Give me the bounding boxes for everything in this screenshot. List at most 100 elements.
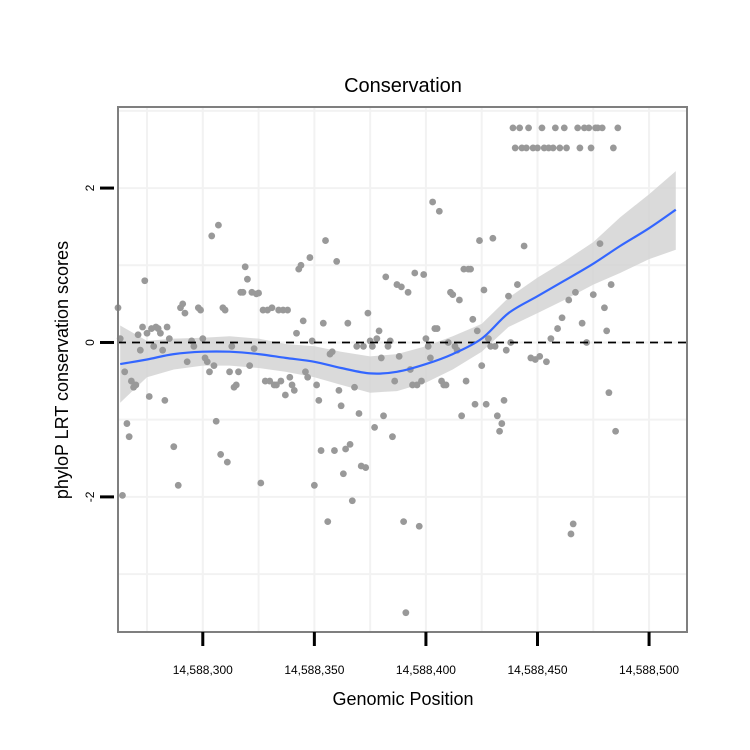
data-point (574, 124, 582, 132)
x-tick-label: 14,588,500 (619, 663, 679, 677)
data-point (319, 319, 327, 327)
data-point (536, 352, 544, 360)
data-point (491, 342, 499, 350)
y-axis-ticks: -2 0 2 (83, 184, 114, 502)
data-point (134, 331, 142, 339)
x-tick-label: 14,588,300 (173, 663, 233, 677)
data-point (473, 327, 481, 335)
data-point (413, 381, 421, 389)
data-point (170, 443, 178, 451)
data-point (217, 451, 225, 458)
data-point (150, 342, 158, 350)
data-point (485, 335, 492, 343)
data-point (288, 381, 296, 389)
data-point (136, 346, 144, 354)
data-point (239, 288, 247, 296)
data-point (179, 300, 187, 308)
data-point (603, 327, 611, 335)
data-point (299, 317, 307, 325)
y-tick-label: -2 (83, 491, 97, 502)
data-point (426, 354, 434, 362)
data-point (139, 323, 146, 331)
data-point (197, 306, 204, 314)
data-point (190, 342, 198, 350)
data-point (331, 447, 338, 454)
data-point (241, 263, 249, 271)
data-point (576, 144, 584, 152)
data-point (482, 400, 490, 408)
data-point (348, 497, 356, 505)
data-point (462, 377, 470, 385)
data-point (415, 522, 423, 530)
data-point (183, 358, 191, 366)
data-point (212, 417, 220, 425)
data-point (418, 377, 425, 385)
data-point (337, 402, 345, 410)
data-point (302, 368, 309, 376)
data-point (208, 232, 216, 240)
data-point (257, 479, 265, 487)
data-point (277, 377, 285, 385)
data-point (255, 289, 262, 297)
data-point (587, 144, 595, 152)
data-point (391, 377, 399, 385)
data-point (223, 458, 231, 466)
confidence-band (120, 171, 676, 403)
data-point (402, 609, 410, 617)
data-point (368, 342, 376, 350)
data-point (612, 427, 619, 435)
data-point (246, 362, 254, 370)
data-point (516, 124, 524, 132)
x-tick-label: 14,588,400 (396, 663, 456, 677)
data-point (273, 381, 280, 389)
data-point (322, 237, 329, 244)
data-point (596, 240, 604, 248)
data-point (306, 254, 314, 261)
data-point (471, 400, 479, 408)
points-layer (114, 124, 622, 617)
data-point (163, 323, 171, 331)
data-point (458, 412, 466, 420)
data-point (215, 221, 222, 229)
data-point (404, 288, 412, 296)
panel-border (117, 106, 688, 633)
data-point (342, 445, 349, 453)
y-tick-label: 2 (83, 184, 97, 191)
data-point (522, 144, 530, 152)
data-point (293, 329, 300, 337)
data-point (181, 309, 189, 317)
data-point (364, 309, 372, 317)
data-point (444, 339, 452, 346)
data-point (226, 368, 233, 376)
data-point (395, 352, 403, 360)
data-point (424, 342, 432, 350)
data-point (469, 315, 477, 323)
data-point (324, 518, 332, 525)
data-point (360, 342, 367, 350)
data-point (232, 381, 240, 389)
data-point (520, 242, 528, 250)
data-point (373, 335, 381, 343)
data-point (286, 373, 294, 381)
data-point (607, 281, 615, 288)
data-point (161, 396, 169, 404)
x-tick-label: 14,588,450 (507, 663, 567, 677)
data-point (598, 124, 606, 132)
data-point (199, 335, 207, 343)
data-point (429, 198, 437, 206)
data-point (397, 283, 405, 291)
data-point (344, 319, 352, 327)
data-point (377, 354, 385, 362)
data-point (335, 386, 343, 394)
data-point (589, 291, 597, 299)
data-point (125, 433, 133, 441)
data-point (389, 433, 396, 441)
data-point (400, 518, 408, 525)
data-point (159, 346, 167, 354)
data-point (554, 325, 561, 332)
data-point (145, 393, 153, 400)
data-point (308, 337, 316, 345)
data-point (328, 348, 336, 356)
data-point (534, 144, 541, 152)
